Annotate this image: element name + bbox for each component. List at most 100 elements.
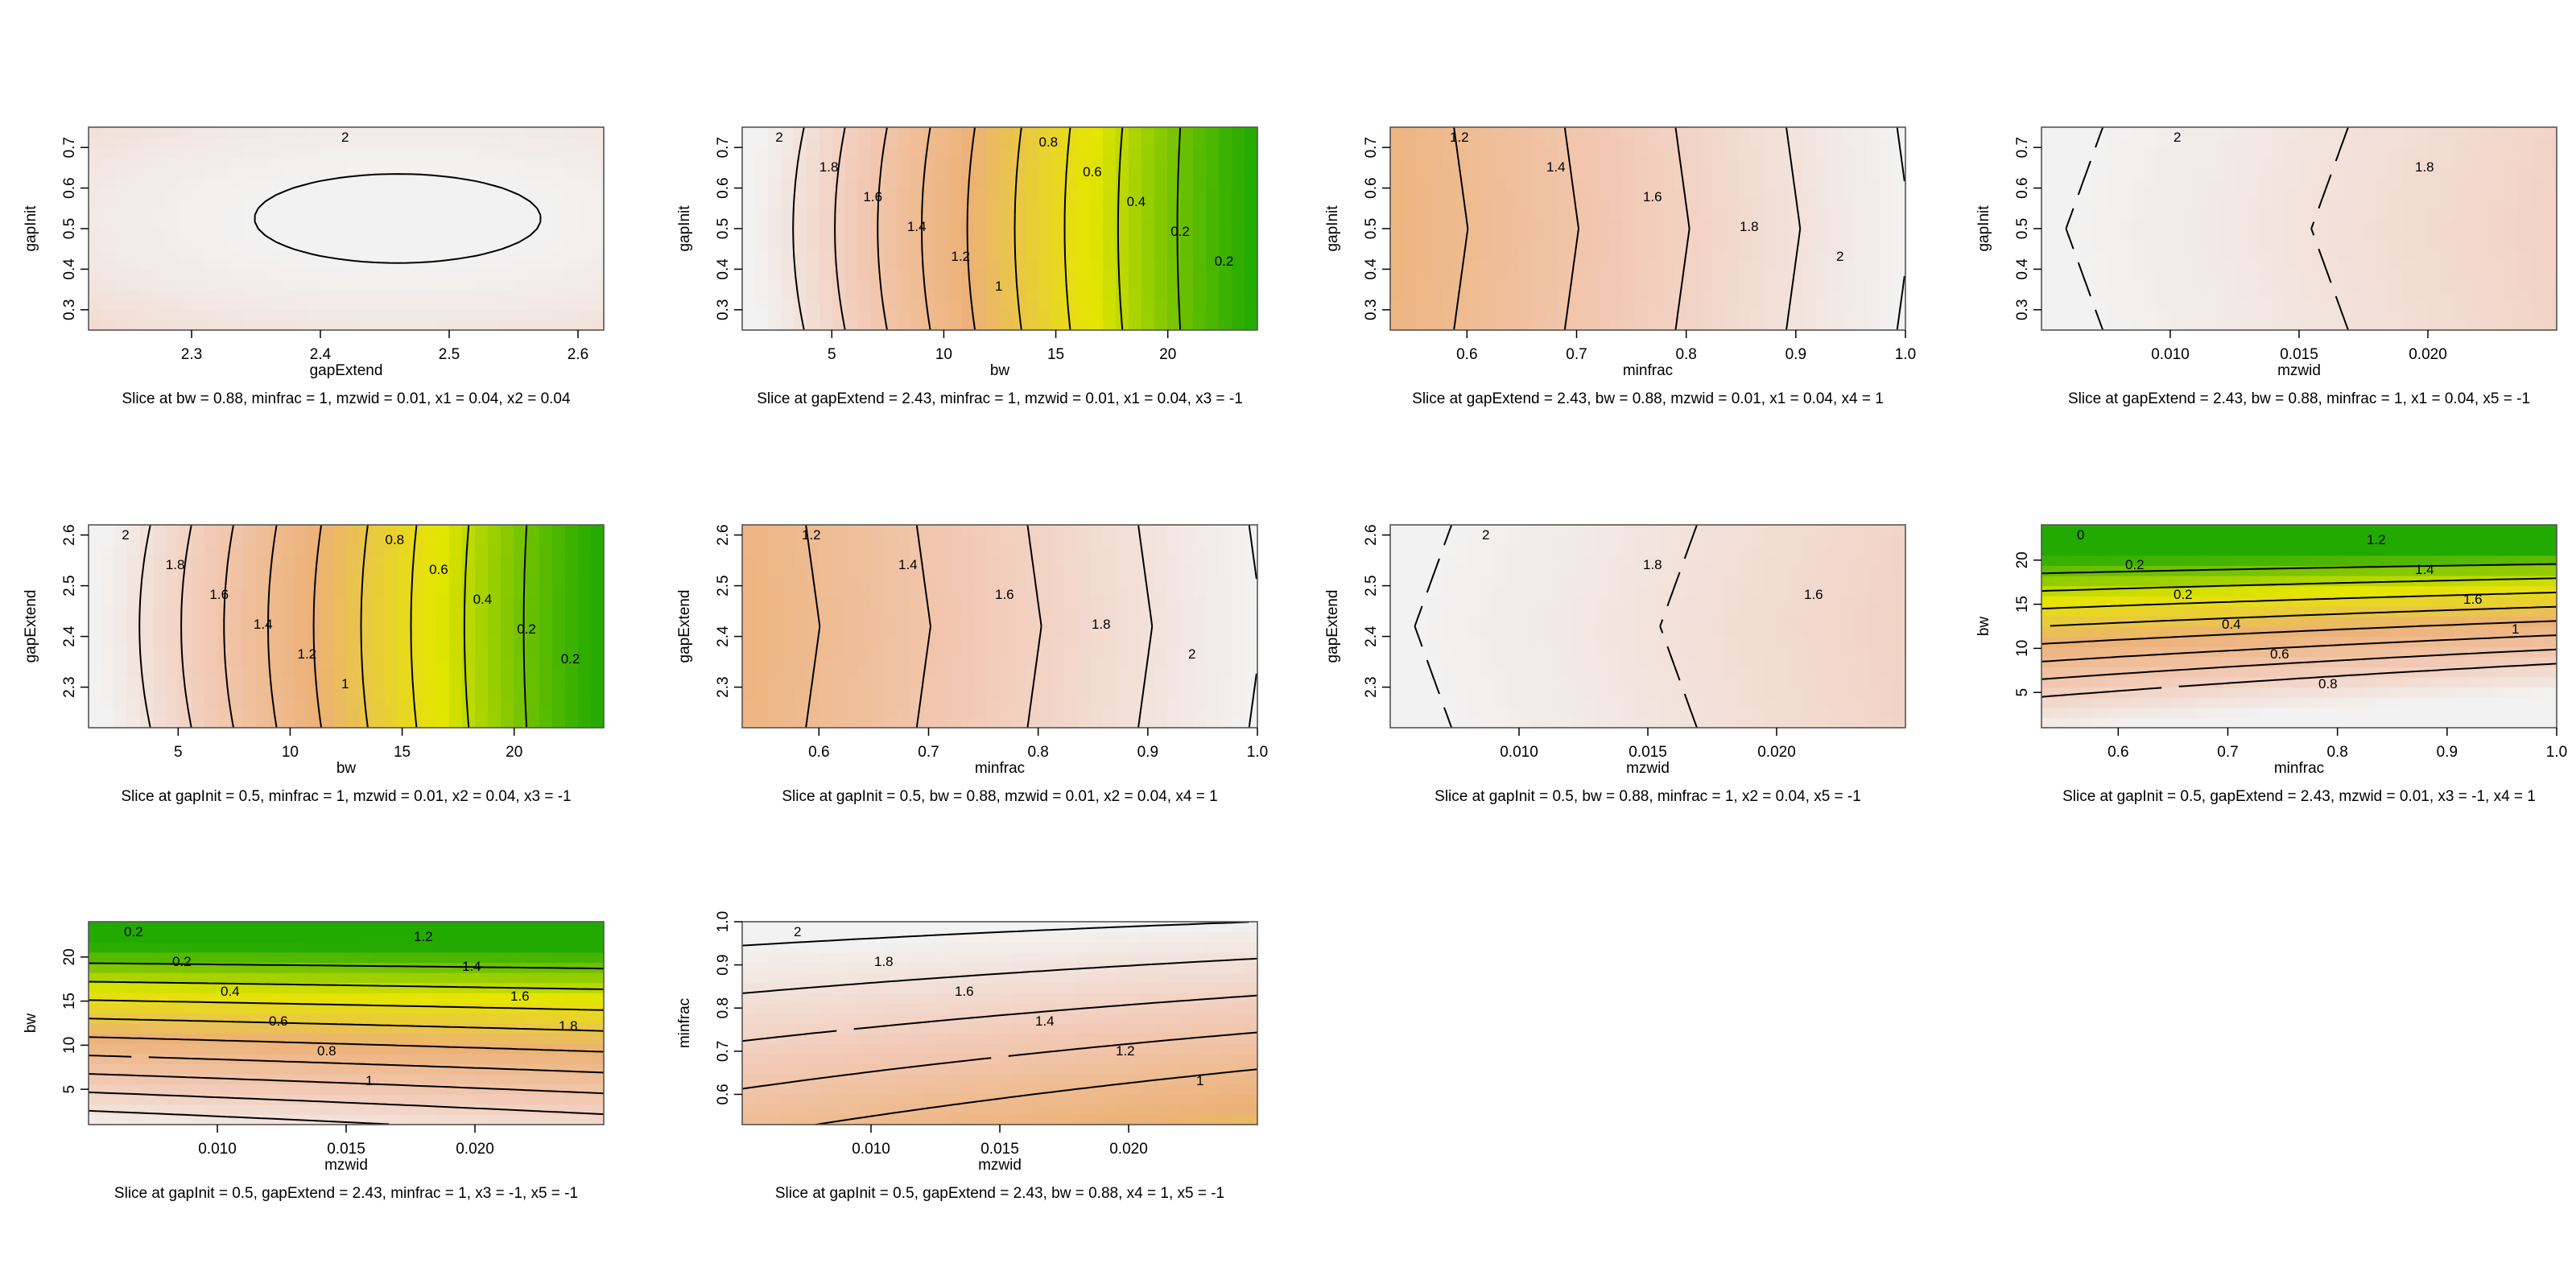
heatmap-cell bbox=[2106, 309, 2120, 320]
heatmap-cell bbox=[897, 289, 910, 300]
heatmap-cell bbox=[1064, 198, 1078, 209]
heatmap-cell bbox=[2531, 157, 2545, 168]
heatmap-cell bbox=[858, 137, 872, 148]
heatmap-cell bbox=[114, 677, 128, 688]
heatmap-cell bbox=[411, 299, 424, 311]
heatmap-cell bbox=[282, 596, 295, 607]
heatmap-cell bbox=[1219, 697, 1232, 708]
heatmap-cell bbox=[1790, 208, 1803, 219]
heatmap-cell bbox=[897, 238, 910, 250]
heatmap-cell bbox=[411, 626, 424, 638]
heatmap-cell bbox=[578, 545, 592, 556]
heatmap-cell bbox=[488, 717, 502, 729]
heatmap-cell bbox=[2157, 167, 2171, 179]
heatmap-cell bbox=[269, 289, 283, 300]
heatmap-cell bbox=[1558, 208, 1571, 219]
heatmap-cell bbox=[2054, 229, 2068, 240]
heatmap-cell bbox=[935, 596, 949, 607]
heatmap-cell bbox=[807, 127, 820, 138]
heatmap-cell bbox=[742, 585, 756, 597]
heatmap-cell bbox=[127, 269, 141, 280]
heatmap-cell bbox=[1738, 208, 1752, 219]
y-tick-label: 0.7 bbox=[1363, 137, 1380, 158]
heatmap-cell bbox=[1206, 299, 1220, 311]
heatmap-cell bbox=[462, 299, 476, 311]
heatmap-cell bbox=[1193, 565, 1207, 576]
heatmap-cell bbox=[552, 585, 566, 597]
heatmap-cell bbox=[192, 626, 205, 638]
heatmap-cell bbox=[462, 229, 476, 240]
heatmap-cell bbox=[217, 218, 231, 229]
heatmap-cell bbox=[974, 320, 988, 331]
heatmap-cell bbox=[166, 218, 180, 229]
heatmap-cell bbox=[1219, 596, 1232, 607]
heatmap-cell bbox=[2415, 218, 2429, 229]
heatmap-cell bbox=[781, 717, 795, 729]
heatmap-cell bbox=[858, 218, 872, 229]
heatmap-cell bbox=[1416, 258, 1430, 270]
heatmap-cell bbox=[2222, 147, 2235, 159]
heatmap-cell bbox=[2222, 258, 2235, 270]
heatmap-cell bbox=[2196, 157, 2210, 168]
heatmap-cell bbox=[897, 525, 910, 536]
heatmap-cell bbox=[1064, 636, 1078, 647]
heatmap-cell bbox=[742, 576, 756, 587]
heatmap-cell bbox=[1558, 167, 1571, 179]
heatmap-cell bbox=[256, 137, 270, 148]
heatmap-cell bbox=[910, 188, 923, 199]
heatmap-cell bbox=[89, 626, 102, 638]
heatmap-cell bbox=[2260, 249, 2274, 260]
heatmap-cell bbox=[1141, 229, 1155, 240]
heatmap-cell bbox=[2363, 127, 2377, 138]
heatmap-cell bbox=[2170, 157, 2184, 168]
heatmap-cell bbox=[101, 249, 115, 260]
heatmap-cell bbox=[1506, 269, 1520, 280]
heatmap-cell bbox=[1416, 299, 1430, 311]
heatmap-cell bbox=[411, 656, 424, 667]
heatmap-cell bbox=[1867, 178, 1880, 189]
heatmap-cell bbox=[1026, 147, 1039, 159]
heatmap-cell bbox=[768, 188, 782, 199]
heatmap-cell bbox=[1583, 309, 1597, 320]
heatmap-cell bbox=[346, 279, 360, 291]
heatmap-cell bbox=[807, 646, 820, 658]
heatmap-cell bbox=[1193, 535, 1207, 546]
heatmap-cell bbox=[1232, 596, 1245, 607]
heatmap-cell bbox=[514, 535, 527, 546]
heatmap-cell bbox=[385, 157, 398, 168]
heatmap-cell bbox=[1116, 646, 1129, 658]
heatmap-cell bbox=[1141, 616, 1155, 627]
heatmap-cell bbox=[89, 707, 102, 718]
heatmap-cell bbox=[2479, 229, 2493, 240]
heatmap-cell bbox=[871, 269, 885, 280]
heatmap-cell bbox=[1141, 576, 1155, 587]
heatmap-cell bbox=[539, 646, 553, 658]
heatmap-cell bbox=[591, 646, 605, 658]
heatmap-cell bbox=[2389, 269, 2403, 280]
y-tick-label: 0.4 bbox=[715, 258, 732, 280]
heatmap-cell bbox=[858, 535, 872, 546]
heatmap-cell bbox=[2428, 137, 2442, 148]
heatmap-cell bbox=[1064, 137, 1078, 148]
heatmap-cell bbox=[1141, 269, 1155, 280]
heatmap-cell bbox=[153, 697, 167, 708]
heatmap-cell bbox=[1193, 167, 1207, 179]
heatmap-cell bbox=[591, 299, 605, 311]
heatmap-cell bbox=[781, 208, 795, 219]
heatmap-cell bbox=[2376, 249, 2390, 260]
heatmap-cell bbox=[923, 555, 936, 566]
heatmap-cell bbox=[2196, 147, 2210, 159]
heatmap-cell bbox=[2054, 269, 2068, 280]
heatmap-cell bbox=[1455, 289, 1468, 300]
contour-line bbox=[360, 524, 369, 729]
heatmap-cell bbox=[398, 596, 411, 607]
heatmap-cell bbox=[1154, 525, 1168, 536]
heatmap-cell bbox=[1051, 687, 1065, 698]
heatmap-cell bbox=[2080, 188, 2094, 199]
heatmap-cell bbox=[488, 545, 502, 556]
heatmap-cell bbox=[398, 717, 411, 729]
heatmap-cell bbox=[1893, 320, 1906, 331]
heatmap-cell bbox=[243, 238, 257, 250]
heatmap-cell bbox=[1051, 258, 1065, 270]
heatmap-cell bbox=[565, 178, 579, 189]
